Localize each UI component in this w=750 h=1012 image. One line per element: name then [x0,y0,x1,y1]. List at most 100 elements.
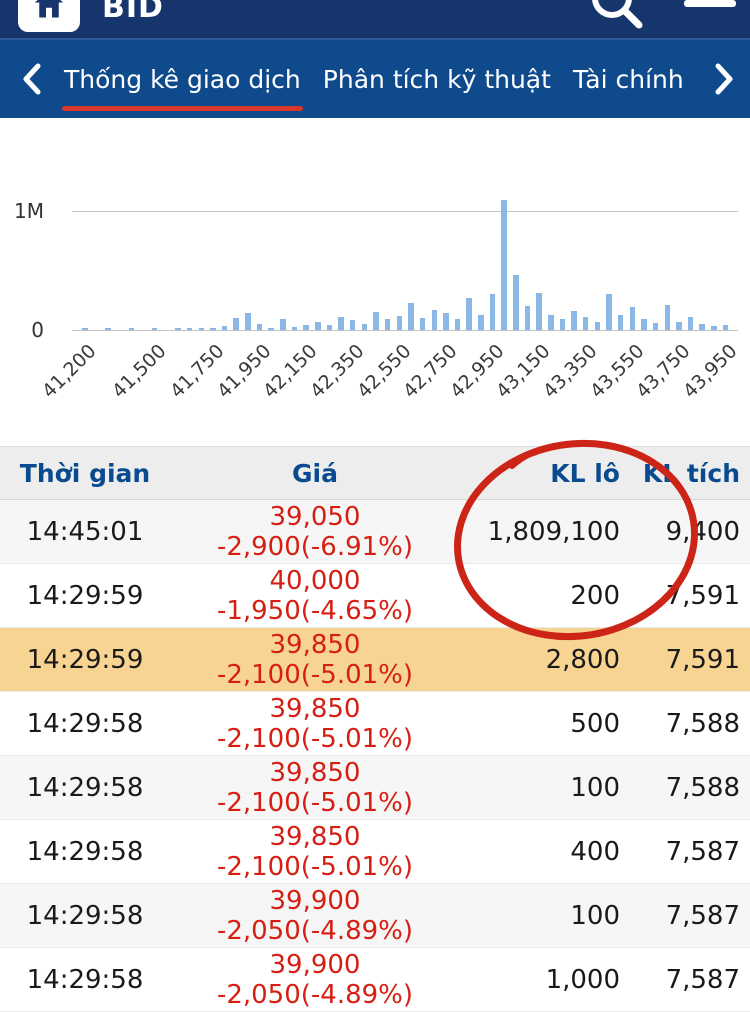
volume-bar [594,322,601,330]
volume-bar [186,328,193,330]
table-row[interactable]: 14:29:58 39,850 -2,100(-5.01%) 100 7,588 [0,756,750,820]
menu-icon [684,0,736,7]
volume-bar [175,328,181,330]
volume-bar [548,315,554,330]
volume-bar [641,319,647,330]
tab-label: Tài chính [572,64,684,94]
volume-by-price-chart: 1M 0 41,200 41,500 41,750 41,950 42,150 42,35… [0,118,750,430]
cell-lot: 100 [570,900,620,931]
cell-time: 14:29:59 [26,644,144,675]
volume-bar [128,328,135,330]
tab-thong-ke-giao-dich[interactable]: Thống kê giao dịch [62,65,303,111]
volume-bar [478,315,484,330]
volume-bar [210,328,216,330]
cell-cumvol: 7,588 [665,708,740,739]
home-button[interactable] [18,0,80,32]
app-title: BID [102,0,164,25]
active-tab-underline [62,105,303,111]
volume-bar [699,324,705,330]
volume-bar [722,325,729,330]
table-row[interactable]: 14:29:58 39,850 -2,100(-5.01%) 500 7,588 [0,692,750,756]
menu-button[interactable] [684,0,736,30]
cell-price: 39,850 -2,100(-5.01%) [216,629,414,690]
volume-bar [221,326,228,330]
cell-time: 14:29:59 [26,580,144,611]
volume-bar [82,328,88,330]
scroll-right-button[interactable] [714,63,734,95]
volume-bar [489,294,496,330]
volume-bar [315,322,321,330]
volume-bar [268,328,274,330]
cell-cumvol: 7,587 [665,836,740,867]
volume-bar [291,327,298,330]
volume-bar [198,328,204,330]
cell-price: 40,000 -1,950(-4.65%) [216,565,414,626]
volume-bar [513,275,519,330]
cell-cumvol: 7,588 [665,772,740,803]
search-button[interactable] [586,0,646,32]
cell-time: 14:29:58 [26,708,144,739]
cell-lot: 2,800 [545,644,620,675]
table-row[interactable]: 14:29:59 39,850 -2,100(-5.01%) 2,800 7,591 [0,628,750,692]
table-row[interactable]: 14:45:01 39,050 -2,900(-6.91%) 1,809,100 9,… [0,500,750,564]
volume-bar [454,319,461,330]
chevron-left-icon [23,63,41,95]
cell-lot: 200 [570,580,620,611]
cell-price: 39,900 -2,050(-4.89%) [216,885,414,946]
volume-bar [676,322,682,330]
volume-bar [408,303,414,330]
cell-lot: 400 [570,836,620,867]
cell-lot: 500 [570,708,620,739]
tab-bar: Thống kê giao dịch Phân tích kỹ thuật Tà… [0,38,750,118]
volume-bar [466,298,472,330]
trade-table: Thời gian Giá KL lô KL tích 14:45:01 39,0… [0,446,750,1012]
cell-cumvol: 7,587 [665,964,740,995]
volume-bar [419,318,426,330]
volume-bar [617,315,624,330]
volume-bar [105,328,111,330]
cell-cumvol: 7,591 [665,580,740,611]
column-header-price: Giá [292,458,338,488]
cell-lot: 100 [570,772,620,803]
volume-bar [443,313,449,330]
cell-price: 39,850 -2,100(-5.01%) [216,693,414,754]
cell-price: 39,850 -2,100(-5.01%) [216,821,414,882]
cell-cumvol: 7,587 [665,900,740,931]
volume-bar [280,319,286,330]
y-axis-tick-0: 0 [31,318,44,342]
volume-bar [303,325,309,330]
volume-bar [536,293,542,330]
tab-phan-tich-ky-thuat[interactable]: Phân tích kỹ thuật [323,65,551,94]
volume-bar [396,316,403,330]
volume-bar [384,319,391,330]
cell-price: 39,850 -2,100(-5.01%) [216,757,414,818]
table-row[interactable]: 14:29:58 39,900 -2,050(-4.89%) 100 7,587 [0,884,750,948]
volume-bar [606,294,612,330]
home-icon [34,0,64,18]
table-row[interactable]: 14:29:58 39,850 -2,100(-5.01%) 400 7,587 [0,820,750,884]
volume-bar [361,324,368,330]
tab-label: Phân tích kỹ thuật [322,64,551,94]
cell-time: 14:29:58 [26,964,144,995]
cell-time: 14:29:58 [26,772,144,803]
volume-bar [711,326,717,330]
tab-tai-chinh[interactable]: Tài chính [573,65,684,94]
volume-bar [582,317,589,330]
gridline-1m [72,211,738,212]
table-row[interactable]: 14:29:58 39,900 -2,050(-4.89%) 1,000 7,587 [0,948,750,1012]
cell-lot: 1,000 [545,964,620,995]
table-row[interactable]: 14:29:59 40,000 -1,950(-4.65%) 200 7,591 [0,564,750,628]
volume-bar [256,324,263,330]
table-body: 14:45:01 39,050 -2,900(-6.91%) 1,809,100 9,… [0,500,750,1012]
volume-bar [501,200,507,330]
scroll-left-button[interactable] [22,63,42,95]
volume-bar [571,311,577,330]
cell-time: 14:29:58 [26,900,144,931]
cell-price: 39,050 -2,900(-6.91%) [216,501,414,562]
volume-bar [524,306,531,330]
column-header-cumvol: KL tích [642,458,740,488]
bar-plot-area: 41,200 41,500 41,750 41,950 42,150 42,350 42,5… [0,118,750,430]
volume-bar [326,325,333,330]
volume-bar [629,307,636,330]
volume-bar [349,320,356,330]
